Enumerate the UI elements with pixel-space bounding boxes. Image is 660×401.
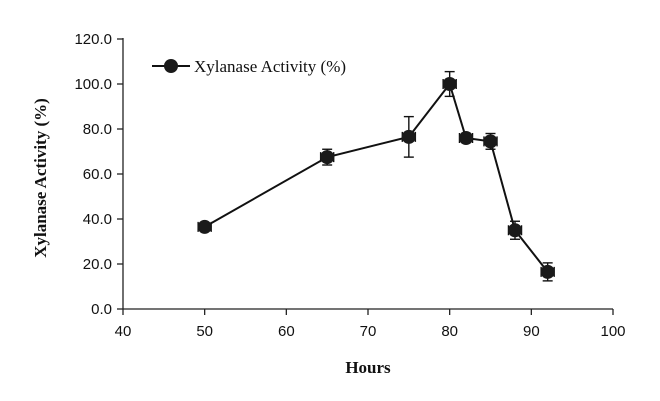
series [197, 70, 555, 282]
x-tick-label: 100 [600, 323, 625, 340]
y-tick-label: 120.0 [74, 31, 112, 48]
data-point [508, 223, 522, 238]
x-tick-label: 50 [196, 323, 213, 340]
data-point [442, 77, 457, 91]
x-tick-label: 60 [278, 323, 295, 340]
data-point [540, 264, 555, 279]
y-tick-label: 40.0 [83, 211, 112, 228]
x-axis-ticks: 40 50 60 70 80 90 100 [115, 309, 626, 340]
legend-label: Xylanase Activity (%) [194, 57, 346, 76]
x-axis-title: Hours [345, 358, 391, 377]
x-tick-label: 90 [523, 323, 540, 340]
y-axis-ticks: 0.0 20.0 40.0 60.0 80.0 100.0 120.0 [74, 31, 123, 318]
y-axis-title: Xylanase Activity (%) [31, 98, 50, 258]
y-tick-label: 0.0 [91, 301, 112, 318]
legend: Xylanase Activity (%) [152, 57, 346, 76]
x-tick-label: 40 [115, 323, 132, 340]
axes [122, 38, 613, 310]
data-point [459, 131, 473, 145]
data-point [320, 150, 335, 165]
series-line [204, 81, 549, 273]
data-point [197, 219, 212, 234]
y-tick-label: 100.0 [74, 76, 112, 93]
data-point [483, 134, 498, 149]
x-tick-label: 80 [441, 323, 458, 340]
y-tick-label: 20.0 [83, 256, 112, 273]
x-tick-label: 70 [360, 323, 377, 340]
legend-marker [164, 59, 178, 73]
y-tick-label: 80.0 [83, 121, 112, 138]
y-tick-label: 60.0 [83, 166, 112, 183]
data-point [401, 129, 416, 144]
